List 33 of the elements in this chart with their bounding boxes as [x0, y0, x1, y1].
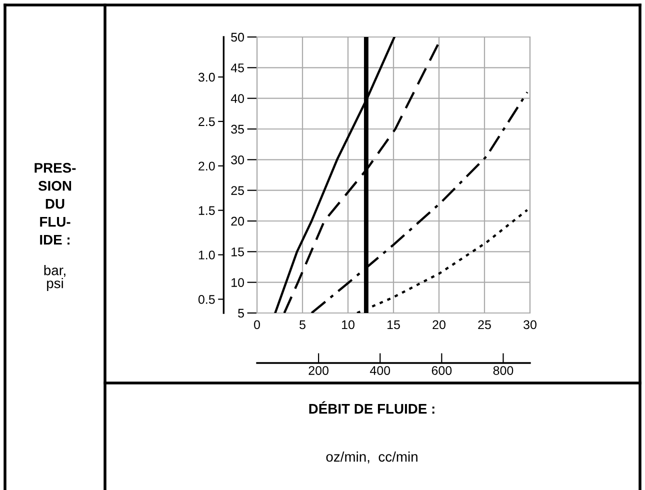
- y-tick-label: 30: [231, 155, 244, 164]
- x-tick-label: 10: [342, 320, 354, 330]
- x-tick-label: 0: [254, 320, 260, 330]
- line-series: [356, 208, 528, 313]
- x-tick-label: 15: [388, 320, 400, 330]
- y-tick-label: 20: [231, 216, 244, 226]
- x-tick-label: 5: [300, 320, 306, 330]
- y-tick-label: 45: [230, 64, 244, 72]
- x2-tick-label: 600: [432, 366, 452, 375]
- x-axis-title: DÉBIT DE FLUIDE :: [309, 401, 434, 414]
- y-tick-label: 10: [232, 278, 244, 287]
- text: bar, psi: [44, 265, 66, 291]
- x-tick-label: 20: [432, 320, 446, 330]
- y-tick-label: 25: [231, 186, 244, 195]
- y2-tick-label: 1.5: [198, 206, 215, 215]
- y-tick-label: 5: [238, 308, 244, 318]
- y2-tick-label: 0.5: [198, 295, 215, 304]
- y2-tick-label: 3.0: [198, 72, 215, 82]
- y-tick-label: 40: [230, 94, 244, 103]
- text: PRES- SION DU FLU- IDE :: [34, 162, 76, 245]
- y-tick-label: 15: [232, 248, 244, 256]
- text: oz/min, cc/min: [326, 452, 418, 464]
- x-tick-label: 30: [524, 320, 536, 330]
- line-series: [274, 37, 396, 313]
- x-tick-label: 25: [478, 320, 491, 330]
- y-tick-label: 50: [231, 32, 244, 42]
- y2-tick-label: 2.0: [198, 162, 215, 171]
- y2-tick-label: 2.5: [198, 117, 215, 126]
- x2-tick-label: 400: [370, 366, 390, 375]
- x2-tick-label: 800: [493, 366, 514, 375]
- y2-tick-label: 1.0: [198, 250, 215, 260]
- y-tick-label: 35: [231, 124, 244, 134]
- x2-tick-label: 200: [308, 366, 328, 375]
